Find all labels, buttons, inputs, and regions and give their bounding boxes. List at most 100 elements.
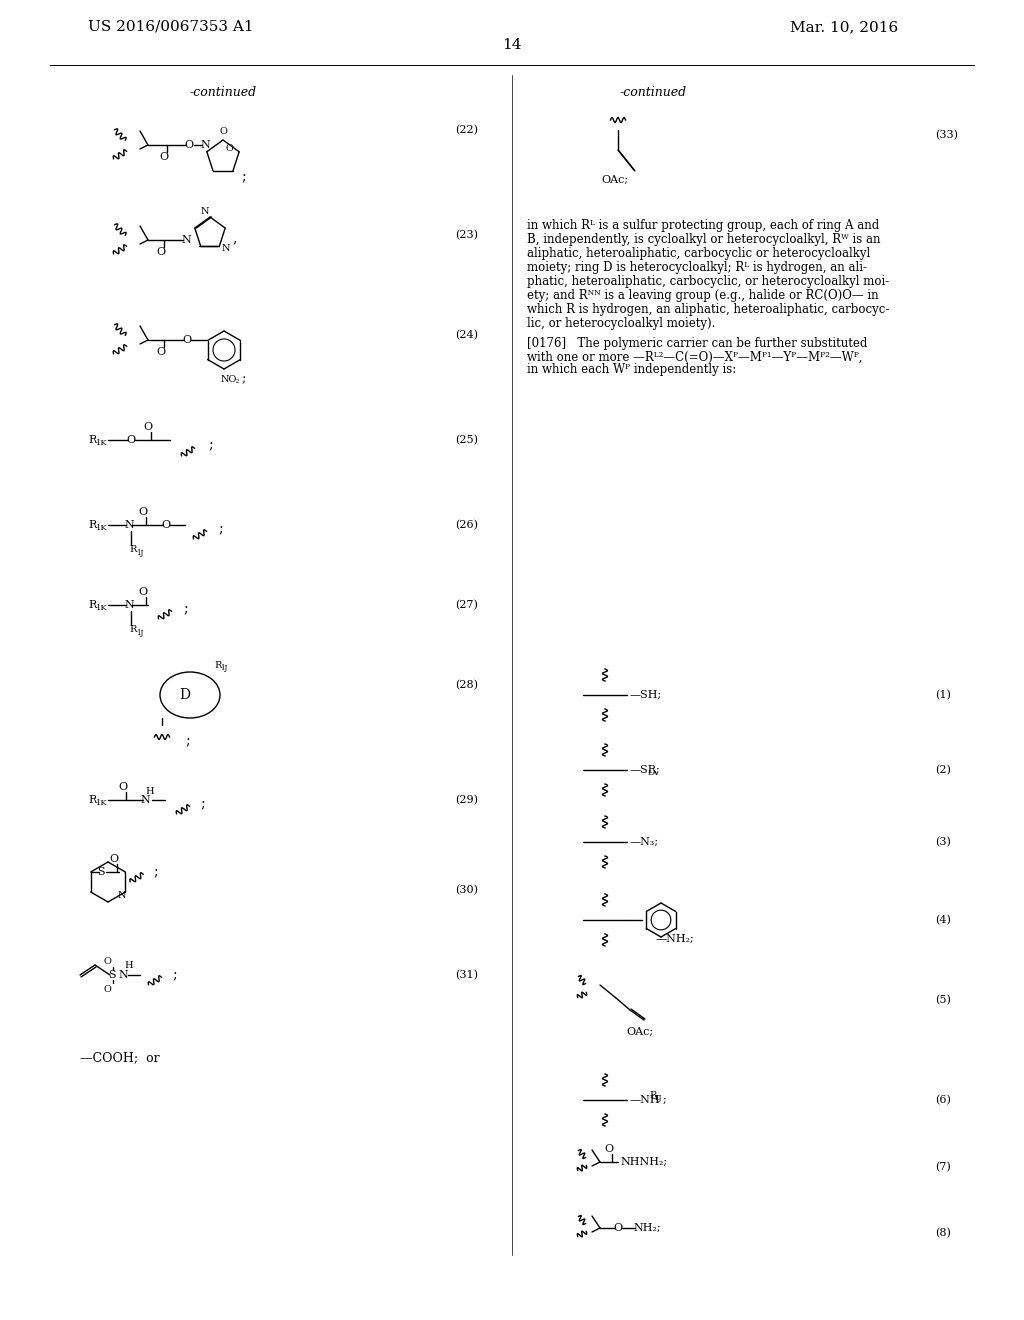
Text: S: S bbox=[108, 970, 116, 979]
Text: N: N bbox=[201, 207, 209, 216]
Text: (30): (30) bbox=[455, 884, 478, 895]
Text: D: D bbox=[179, 688, 190, 702]
Text: O: O bbox=[138, 507, 147, 517]
Text: lic, or heterocycloalkyl moiety).: lic, or heterocycloalkyl moiety). bbox=[527, 317, 716, 330]
Text: 1K: 1K bbox=[96, 799, 108, 807]
Text: —SR: —SR bbox=[630, 766, 657, 775]
Text: —COOH;  or: —COOH; or bbox=[80, 1052, 160, 1064]
Text: -continued: -continued bbox=[190, 86, 257, 99]
Text: N: N bbox=[221, 244, 230, 253]
Text: O: O bbox=[220, 128, 228, 136]
Text: (5): (5) bbox=[935, 995, 951, 1005]
Text: (22): (22) bbox=[455, 125, 478, 135]
Text: US 2016/0067353 A1: US 2016/0067353 A1 bbox=[88, 20, 254, 34]
Text: (33): (33) bbox=[935, 129, 958, 140]
Text: OAc;: OAc; bbox=[627, 1027, 653, 1038]
Text: ;: ; bbox=[200, 797, 205, 810]
Text: ;: ; bbox=[241, 372, 246, 385]
Text: ;: ; bbox=[241, 170, 246, 183]
Text: LA: LA bbox=[648, 770, 658, 777]
Text: N: N bbox=[200, 140, 210, 150]
Text: ;: ; bbox=[218, 521, 222, 536]
Text: N: N bbox=[181, 235, 190, 246]
Text: O: O bbox=[104, 957, 112, 965]
Text: (24): (24) bbox=[455, 330, 478, 341]
Text: O: O bbox=[110, 854, 118, 865]
Text: [0176]   The polymeric carrier can be further substituted: [0176] The polymeric carrier can be furt… bbox=[527, 338, 867, 351]
Text: O: O bbox=[157, 247, 166, 257]
Text: R: R bbox=[129, 545, 136, 554]
Text: 1K: 1K bbox=[96, 524, 108, 532]
Text: in which each Wᴾ independently is:: in which each Wᴾ independently is: bbox=[527, 363, 736, 376]
Text: O: O bbox=[160, 152, 169, 162]
Text: NH₂;: NH₂; bbox=[633, 1224, 660, 1233]
Text: O: O bbox=[604, 1144, 613, 1154]
Text: NHNH₂;: NHNH₂; bbox=[620, 1158, 667, 1167]
Text: R: R bbox=[214, 660, 221, 669]
Text: LJ: LJ bbox=[655, 1094, 663, 1102]
Text: 1J: 1J bbox=[220, 664, 227, 672]
Text: 14: 14 bbox=[502, 38, 522, 51]
Text: ₂: ₂ bbox=[236, 378, 240, 385]
Text: O: O bbox=[143, 422, 153, 432]
Text: with one or more —Rᴸ²—C(=O)—Xᴾ—Mᴾ¹—Yᴾ—Mᴾ²—Wᴾ,: with one or more —Rᴸ²—C(=O)—Xᴾ—Mᴾ¹—Yᴾ—Mᴾ… bbox=[527, 351, 862, 363]
Text: N: N bbox=[118, 891, 126, 899]
Text: (27): (27) bbox=[455, 599, 478, 610]
Text: ;: ; bbox=[183, 602, 187, 616]
Text: (8): (8) bbox=[935, 1228, 951, 1238]
Text: Mar. 10, 2016: Mar. 10, 2016 bbox=[790, 20, 898, 34]
Text: (2): (2) bbox=[935, 764, 951, 775]
Text: N: N bbox=[124, 520, 134, 531]
Text: N: N bbox=[140, 795, 150, 805]
Text: —NH: —NH bbox=[630, 1096, 660, 1105]
Text: (31): (31) bbox=[455, 970, 478, 981]
Text: O: O bbox=[225, 144, 233, 153]
Text: ;: ; bbox=[185, 734, 189, 748]
Text: (25): (25) bbox=[455, 434, 478, 445]
Text: (7): (7) bbox=[935, 1162, 950, 1172]
Text: 1J: 1J bbox=[136, 549, 143, 557]
Text: ;: ; bbox=[208, 438, 213, 451]
Text: which R is hydrogen, an aliphatic, heteroaliphatic, carbocyc-: which R is hydrogen, an aliphatic, heter… bbox=[527, 302, 890, 315]
Text: ety; and Rᴺᴺ is a leaving group (e.g., halide or RC(O)O— in: ety; and Rᴺᴺ is a leaving group (e.g., h… bbox=[527, 289, 879, 301]
Text: H: H bbox=[124, 961, 133, 970]
Text: —N₃;: —N₃; bbox=[630, 837, 659, 847]
Text: -continued: -continued bbox=[620, 86, 687, 99]
Text: O: O bbox=[613, 1224, 623, 1233]
Text: (1): (1) bbox=[935, 690, 951, 700]
Text: N: N bbox=[118, 970, 128, 979]
Text: S: S bbox=[96, 867, 104, 876]
Text: N: N bbox=[124, 601, 134, 610]
Text: 1K: 1K bbox=[96, 605, 108, 612]
Text: (28): (28) bbox=[455, 680, 478, 690]
Text: R: R bbox=[649, 1090, 656, 1100]
Text: (29): (29) bbox=[455, 795, 478, 805]
Text: ;: ; bbox=[154, 865, 159, 879]
Text: (3): (3) bbox=[935, 837, 951, 847]
Text: 1K: 1K bbox=[96, 440, 108, 447]
Text: ;: ; bbox=[656, 766, 659, 775]
Text: O: O bbox=[104, 985, 112, 994]
Text: O: O bbox=[184, 140, 194, 150]
Text: O: O bbox=[157, 347, 166, 356]
Text: in which Rᴸ is a sulfur protecting group, each of ring A and: in which Rᴸ is a sulfur protecting group… bbox=[527, 219, 880, 231]
Text: —NH₂;: —NH₂; bbox=[656, 935, 694, 944]
Text: (4): (4) bbox=[935, 915, 951, 925]
Text: moiety; ring D is heterocycloalkyl; Rᴸ is hydrogen, an ali-: moiety; ring D is heterocycloalkyl; Rᴸ i… bbox=[527, 260, 867, 273]
Text: O: O bbox=[161, 520, 170, 531]
Text: —SH;: —SH; bbox=[630, 690, 663, 700]
Text: O: O bbox=[126, 436, 135, 445]
Text: NO: NO bbox=[221, 375, 238, 384]
Text: 1J: 1J bbox=[136, 630, 143, 638]
Text: ,: , bbox=[232, 231, 237, 246]
Text: (6): (6) bbox=[935, 1094, 951, 1105]
Text: ;: ; bbox=[172, 968, 176, 982]
Text: R: R bbox=[88, 795, 96, 805]
Text: O: O bbox=[138, 587, 147, 597]
Text: R: R bbox=[88, 601, 96, 610]
Text: H: H bbox=[145, 788, 154, 796]
Text: (26): (26) bbox=[455, 520, 478, 531]
Text: O: O bbox=[119, 781, 128, 792]
Text: B, independently, is cycloalkyl or heterocycloalkyl, Rᵂ is an: B, independently, is cycloalkyl or heter… bbox=[527, 232, 881, 246]
Text: ;: ; bbox=[663, 1096, 667, 1105]
